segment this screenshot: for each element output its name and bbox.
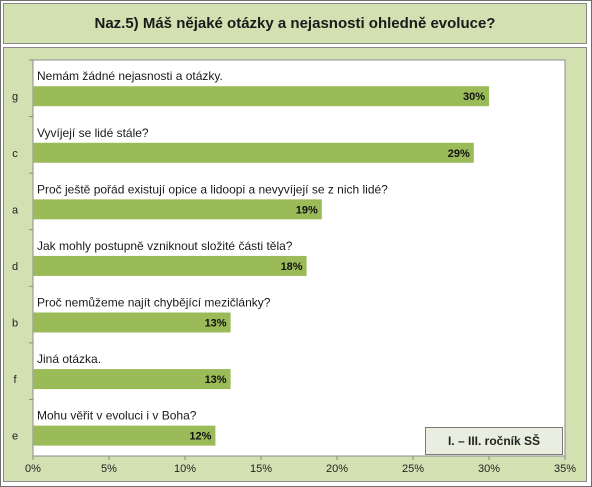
x-tick-label: 35% [554,463,576,475]
bar-category-label: Jiná otázka. [37,352,101,366]
bar-value-label: 12% [189,431,211,443]
category-code: f [13,374,17,386]
category-code: c [12,148,18,160]
chart-title: Naz.5) Máš nějaké otázky a nejasnosti oh… [3,3,587,44]
bar-category-label: Proč nemůžeme najít chybějící mezičlánky… [37,295,271,309]
bar [33,142,474,163]
bar-category-label: Mohu věřit v evoluci i v Boha? [37,409,197,423]
bar-value-label: 13% [205,317,227,329]
bar [33,86,489,107]
category-code: a [12,204,19,216]
x-tick-label: 25% [402,463,424,475]
category-code: e [12,431,18,443]
bar-category-label: Vyvíjejí se lidé stále? [37,126,149,140]
bar [33,312,231,333]
bar [33,255,307,276]
note-box: I. – III. ročník SŠ [425,427,563,455]
bar-value-label: 19% [296,204,318,216]
category-code: d [12,261,18,273]
category-code: g [12,91,18,103]
x-tick-label: 30% [478,463,500,475]
bar-value-label: 29% [448,148,470,160]
x-tick-label: 5% [101,463,117,475]
x-tick-label: 15% [250,463,272,475]
bar [33,369,231,390]
bar-category-label: Nemám žádné nejasnosti a otázky. [37,69,223,83]
bar-category-label: Jak mohly postupně vzniknout složité čás… [37,239,293,253]
bar-category-label: Proč ještě pořád existují opice a lidoop… [37,182,388,196]
x-tick-label: 0% [25,463,41,475]
bar [33,199,322,220]
category-code: b [12,317,18,329]
bar-value-label: 13% [205,374,227,386]
bar-value-label: 30% [463,91,485,103]
x-tick-label: 20% [326,463,348,475]
bar-value-label: 18% [281,261,303,273]
x-tick-label: 10% [174,463,196,475]
bar [33,425,216,446]
